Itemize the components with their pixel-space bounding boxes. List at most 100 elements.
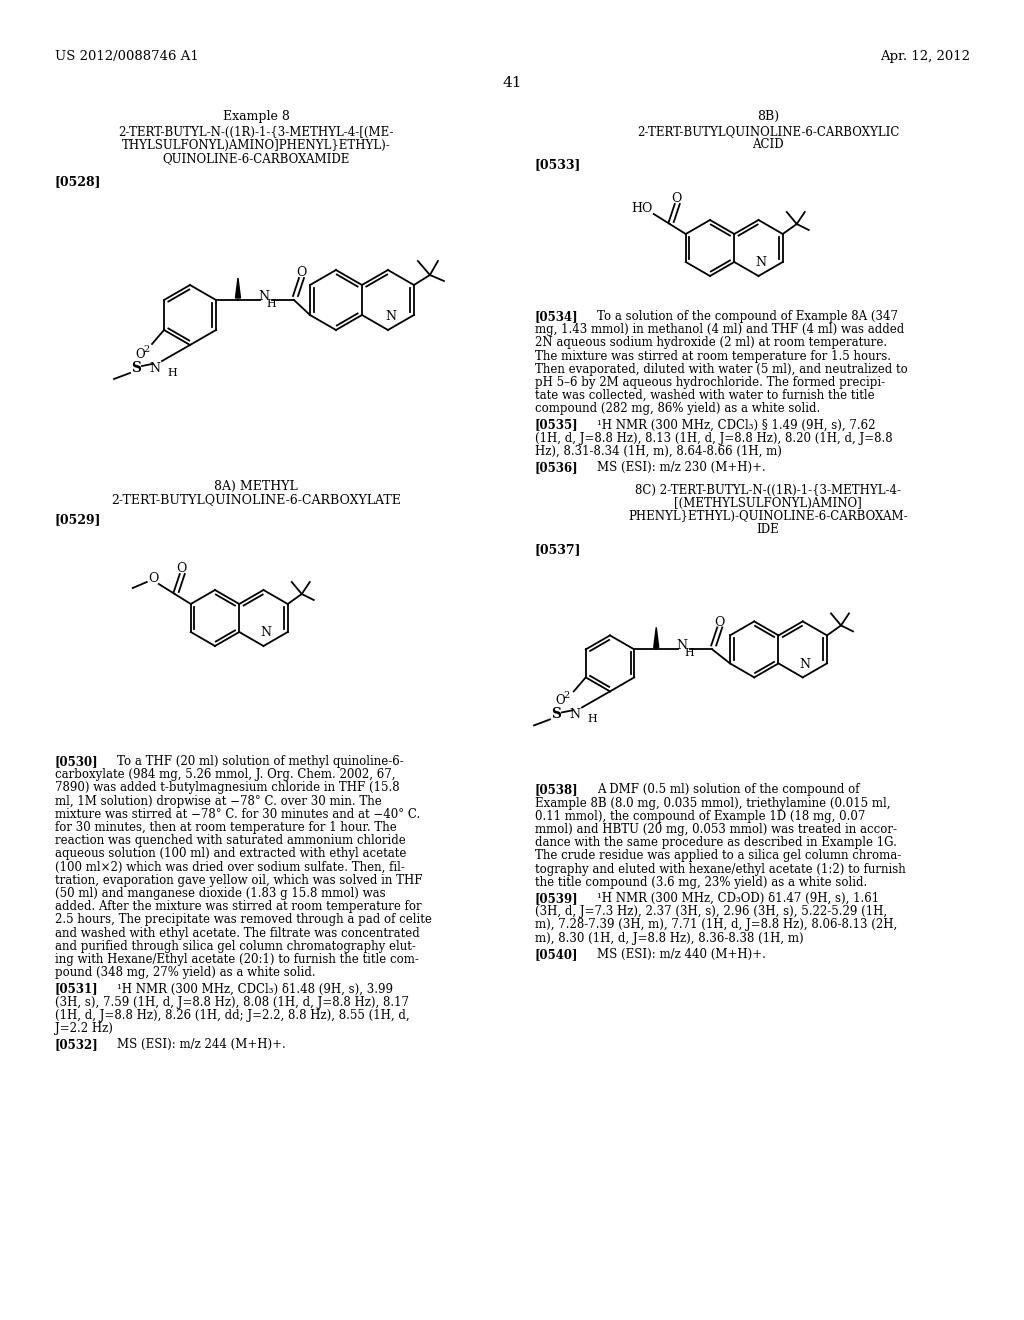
Text: 8B): 8B): [757, 110, 779, 123]
Text: 8C) 2-TERT-BUTYL-N-((1R)-1-{3-METHYL-4-: 8C) 2-TERT-BUTYL-N-((1R)-1-{3-METHYL-4-: [635, 484, 901, 498]
Text: MS (ESI): m/z 244 (M+H)+.: MS (ESI): m/z 244 (M+H)+.: [117, 1039, 286, 1051]
Text: To a THF (20 ml) solution of methyl quinoline-6-: To a THF (20 ml) solution of methyl quin…: [117, 755, 403, 768]
Text: tration, evaporation gave yellow oil, which was solved in THF: tration, evaporation gave yellow oil, wh…: [55, 874, 423, 887]
Text: (3H, d, J=7.3 Hz), 2.37 (3H, s), 2.96 (3H, s), 5.22-5.29 (1H,: (3H, d, J=7.3 Hz), 2.37 (3H, s), 2.96 (3…: [535, 906, 887, 919]
Text: QUINOLINE-6-CARBOXAMIDE: QUINOLINE-6-CARBOXAMIDE: [163, 152, 349, 165]
Text: ACID: ACID: [753, 139, 783, 150]
Text: tate was collected, washed with water to furnish the title: tate was collected, washed with water to…: [535, 389, 874, 403]
Polygon shape: [236, 279, 241, 298]
Text: N: N: [755, 256, 766, 268]
Text: mg, 1.43 mmol) in methanol (4 ml) and THF (4 ml) was added: mg, 1.43 mmol) in methanol (4 ml) and TH…: [535, 323, 904, 337]
Text: 2N aqueous sodium hydroxide (2 ml) at room temperature.: 2N aqueous sodium hydroxide (2 ml) at ro…: [535, 337, 887, 350]
Text: 41: 41: [502, 77, 522, 90]
Text: dance with the same procedure as described in Example 1G.: dance with the same procedure as describ…: [535, 836, 897, 849]
Text: Example 8B (8.0 mg, 0.035 mmol), triethylamine (0.015 ml,: Example 8B (8.0 mg, 0.035 mmol), triethy…: [535, 796, 891, 809]
Text: Hz), 8.31-8.34 (1H, m), 8.64-8.66 (1H, m): Hz), 8.31-8.34 (1H, m), 8.64-8.66 (1H, m…: [535, 445, 782, 458]
Text: 2.5 hours, The precipitate was removed through a pad of celite: 2.5 hours, The precipitate was removed t…: [55, 913, 432, 927]
Text: mmol) and HBTU (20 mg, 0.053 mmol) was treated in accor-: mmol) and HBTU (20 mg, 0.053 mmol) was t…: [535, 822, 897, 836]
Text: The crude residue was applied to a silica gel column chroma-: The crude residue was applied to a silic…: [535, 849, 901, 862]
Text: O: O: [176, 561, 187, 574]
Text: ing with Hexane/Ethyl acetate (20:1) to furnish the title com-: ing with Hexane/Ethyl acetate (20:1) to …: [55, 953, 419, 966]
Text: H: H: [587, 714, 597, 725]
Polygon shape: [653, 627, 658, 647]
Text: [0539]: [0539]: [535, 892, 579, 906]
Text: N: N: [800, 657, 810, 671]
Text: ¹H NMR (300 MHz, CDCl₃) δ1.48 (9H, s), 3.99: ¹H NMR (300 MHz, CDCl₃) δ1.48 (9H, s), 3…: [117, 982, 393, 995]
Text: [0531]: [0531]: [55, 982, 98, 995]
Text: N: N: [677, 639, 688, 652]
Text: [0536]: [0536]: [535, 461, 579, 474]
Text: m), 8.30 (1H, d, J=8.8 Hz), 8.36-8.38 (1H, m): m), 8.30 (1H, d, J=8.8 Hz), 8.36-8.38 (1…: [535, 932, 804, 945]
Text: pound (348 mg, 27% yield) as a white solid.: pound (348 mg, 27% yield) as a white sol…: [55, 966, 315, 979]
Text: 2-TERT-BUTYL-N-((1R)-1-{3-METHYL-4-[(ME-: 2-TERT-BUTYL-N-((1R)-1-{3-METHYL-4-[(ME-: [118, 125, 394, 139]
Text: (3H, s), 7.59 (1H, d, J=8.8 Hz), 8.08 (1H, d, J=8.8 Hz), 8.17: (3H, s), 7.59 (1H, d, J=8.8 Hz), 8.08 (1…: [55, 995, 409, 1008]
Text: m), 7.28-7.39 (3H, m), 7.71 (1H, d, J=8.8 Hz), 8.06-8.13 (2H,: m), 7.28-7.39 (3H, m), 7.71 (1H, d, J=8.…: [535, 919, 897, 932]
Text: O: O: [148, 572, 159, 585]
Text: The mixture was stirred at room temperature for 1.5 hours.: The mixture was stirred at room temperat…: [535, 350, 891, 363]
Text: N: N: [150, 362, 160, 375]
Text: the title compound (3.6 mg, 23% yield) as a white solid.: the title compound (3.6 mg, 23% yield) a…: [535, 875, 867, 888]
Text: mixture was stirred at −78° C. for 30 minutes and at −40° C.: mixture was stirred at −78° C. for 30 mi…: [55, 808, 420, 821]
Text: for 30 minutes, then at room temperature for 1 hour. The: for 30 minutes, then at room temperature…: [55, 821, 396, 834]
Text: MS (ESI): m/z 440 (M+H)+.: MS (ESI): m/z 440 (M+H)+.: [597, 948, 766, 961]
Text: O: O: [672, 191, 682, 205]
Text: compound (282 mg, 86% yield) as a white solid.: compound (282 mg, 86% yield) as a white …: [535, 403, 820, 416]
Text: [0532]: [0532]: [55, 1039, 98, 1051]
Text: H: H: [167, 368, 177, 378]
Text: tography and eluted with hexane/ethyl acetate (1:2) to furnish: tography and eluted with hexane/ethyl ac…: [535, 862, 906, 875]
Text: [0530]: [0530]: [55, 755, 98, 768]
Text: reaction was quenched with saturated ammonium chloride: reaction was quenched with saturated amm…: [55, 834, 406, 847]
Text: PHENYL}ETHYL)-QUINOLINE-6-CARBOXAM-: PHENYL}ETHYL)-QUINOLINE-6-CARBOXAM-: [628, 511, 908, 524]
Text: [0534]: [0534]: [535, 310, 579, 323]
Text: (1H, d, J=8.8 Hz), 8.26 (1H, dd; J=2.2, 8.8 Hz), 8.55 (1H, d,: (1H, d, J=8.8 Hz), 8.26 (1H, dd; J=2.2, …: [55, 1008, 410, 1022]
Text: IDE: IDE: [757, 524, 779, 536]
Text: added. After the mixture was stirred at room temperature for: added. After the mixture was stirred at …: [55, 900, 422, 913]
Text: [0528]: [0528]: [55, 176, 101, 187]
Text: N: N: [385, 310, 396, 323]
Text: Example 8: Example 8: [222, 110, 290, 123]
Text: H: H: [266, 300, 275, 309]
Text: ¹H NMR (300 MHz, CD₃OD) δ1.47 (9H, s), 1.61: ¹H NMR (300 MHz, CD₃OD) δ1.47 (9H, s), 1…: [597, 892, 880, 906]
Text: [0529]: [0529]: [55, 513, 101, 525]
Text: S: S: [131, 360, 141, 375]
Text: 2-TERT-BUTYLQUINOLINE-6-CARBOXYLIC: 2-TERT-BUTYLQUINOLINE-6-CARBOXYLIC: [637, 125, 899, 139]
Text: (100 ml×2) which was dried over sodium sulfate. Then, fil-: (100 ml×2) which was dried over sodium s…: [55, 861, 404, 874]
Text: O: O: [714, 616, 724, 628]
Text: [0535]: [0535]: [535, 418, 579, 432]
Text: 8A) METHYL: 8A) METHYL: [214, 480, 298, 492]
Text: [0538]: [0538]: [535, 783, 579, 796]
Text: and purified through silica gel column chromatography elut-: and purified through silica gel column c…: [55, 940, 416, 953]
Text: O: O: [135, 347, 144, 360]
Text: US 2012/0088746 A1: US 2012/0088746 A1: [55, 50, 199, 63]
Text: aqueous solution (100 ml) and extracted with ethyl acetate: aqueous solution (100 ml) and extracted …: [55, 847, 407, 861]
Text: O: O: [555, 694, 565, 708]
Text: (1H, d, J=8.8 Hz), 8.13 (1H, d, J=8.8 Hz), 8.20 (1H, d, J=8.8: (1H, d, J=8.8 Hz), 8.13 (1H, d, J=8.8 Hz…: [535, 432, 893, 445]
Text: 7890) was added t-butylmagnesium chloride in THF (15.8: 7890) was added t-butylmagnesium chlorid…: [55, 781, 399, 795]
Text: (50 ml) and manganese dioxide (1.83 g 15.8 mmol) was: (50 ml) and manganese dioxide (1.83 g 15…: [55, 887, 386, 900]
Text: O: O: [296, 267, 306, 280]
Text: MS (ESI): m/z 230 (M+H)+.: MS (ESI): m/z 230 (M+H)+.: [597, 461, 766, 474]
Text: A DMF (0.5 ml) solution of the compound of: A DMF (0.5 ml) solution of the compound …: [597, 783, 859, 796]
Text: [0533]: [0533]: [535, 158, 582, 172]
Text: and washed with ethyl acetate. The filtrate was concentrated: and washed with ethyl acetate. The filtr…: [55, 927, 420, 940]
Text: 2: 2: [144, 345, 151, 354]
Text: 2: 2: [564, 690, 570, 700]
Text: N: N: [258, 289, 269, 302]
Text: Then evaporated, diluted with water (5 ml), and neutralized to: Then evaporated, diluted with water (5 m…: [535, 363, 907, 376]
Text: ¹H NMR (300 MHz, CDCl₃) § 1.49 (9H, s), 7.62: ¹H NMR (300 MHz, CDCl₃) § 1.49 (9H, s), …: [597, 418, 876, 432]
Text: ml, 1M solution) dropwise at −78° C. over 30 min. The: ml, 1M solution) dropwise at −78° C. ove…: [55, 795, 382, 808]
Text: carboxylate (984 mg, 5.26 mmol, J. Org. Chem. 2002, 67,: carboxylate (984 mg, 5.26 mmol, J. Org. …: [55, 768, 395, 781]
Text: 0.11 mmol), the compound of Example 1D (18 mg, 0.07: 0.11 mmol), the compound of Example 1D (…: [535, 809, 865, 822]
Text: N: N: [569, 709, 580, 722]
Text: [0540]: [0540]: [535, 948, 579, 961]
Text: J=2.2 Hz): J=2.2 Hz): [55, 1022, 113, 1035]
Text: S: S: [551, 708, 561, 722]
Text: pH 5–6 by 2M aqueous hydrochloride. The formed precipi-: pH 5–6 by 2M aqueous hydrochloride. The …: [535, 376, 885, 389]
Text: H: H: [684, 648, 694, 659]
Text: [(METHYLSULFONYL)AMINO]: [(METHYLSULFONYL)AMINO]: [674, 498, 862, 511]
Text: N: N: [260, 626, 271, 639]
Text: THYLSULFONYL)AMINO]PHENYL}ETHYL)-: THYLSULFONYL)AMINO]PHENYL}ETHYL)-: [122, 139, 390, 152]
Text: 2-TERT-BUTYLQUINOLINE-6-CARBOXYLATE: 2-TERT-BUTYLQUINOLINE-6-CARBOXYLATE: [111, 492, 401, 506]
Text: Apr. 12, 2012: Apr. 12, 2012: [880, 50, 970, 63]
Text: HO: HO: [631, 202, 652, 214]
